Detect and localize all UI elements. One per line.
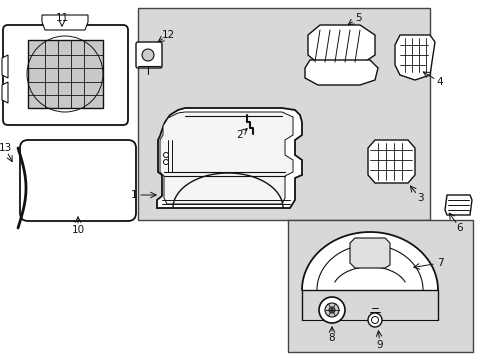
Polygon shape xyxy=(2,55,8,78)
Circle shape xyxy=(163,159,168,165)
Circle shape xyxy=(328,307,334,313)
Text: 9: 9 xyxy=(376,340,383,350)
FancyBboxPatch shape xyxy=(3,25,128,125)
Circle shape xyxy=(163,153,168,158)
FancyBboxPatch shape xyxy=(28,40,103,108)
Text: 6: 6 xyxy=(456,223,462,233)
FancyBboxPatch shape xyxy=(20,140,136,221)
FancyBboxPatch shape xyxy=(138,8,429,220)
Circle shape xyxy=(325,303,338,317)
Polygon shape xyxy=(367,140,414,183)
Text: 12: 12 xyxy=(161,30,174,40)
Circle shape xyxy=(318,297,345,323)
Polygon shape xyxy=(394,35,434,80)
Polygon shape xyxy=(157,108,302,208)
Text: 5: 5 xyxy=(354,13,361,23)
Circle shape xyxy=(367,313,381,327)
Polygon shape xyxy=(42,15,88,30)
Text: 10: 10 xyxy=(71,225,84,235)
Text: 1: 1 xyxy=(130,190,137,200)
Polygon shape xyxy=(305,60,377,85)
Text: 8: 8 xyxy=(328,333,335,343)
Polygon shape xyxy=(307,25,374,65)
Polygon shape xyxy=(444,195,471,215)
FancyBboxPatch shape xyxy=(287,220,472,352)
Polygon shape xyxy=(302,232,437,290)
Circle shape xyxy=(371,316,378,324)
Text: 11: 11 xyxy=(55,13,68,23)
Text: 2: 2 xyxy=(236,130,243,140)
Text: 7: 7 xyxy=(436,258,443,268)
Circle shape xyxy=(142,49,154,61)
FancyBboxPatch shape xyxy=(136,42,162,68)
Text: 3: 3 xyxy=(416,193,423,203)
Polygon shape xyxy=(349,238,389,268)
Polygon shape xyxy=(160,112,292,204)
Text: 4: 4 xyxy=(436,77,443,87)
Polygon shape xyxy=(2,82,8,103)
Text: 13: 13 xyxy=(0,143,12,153)
